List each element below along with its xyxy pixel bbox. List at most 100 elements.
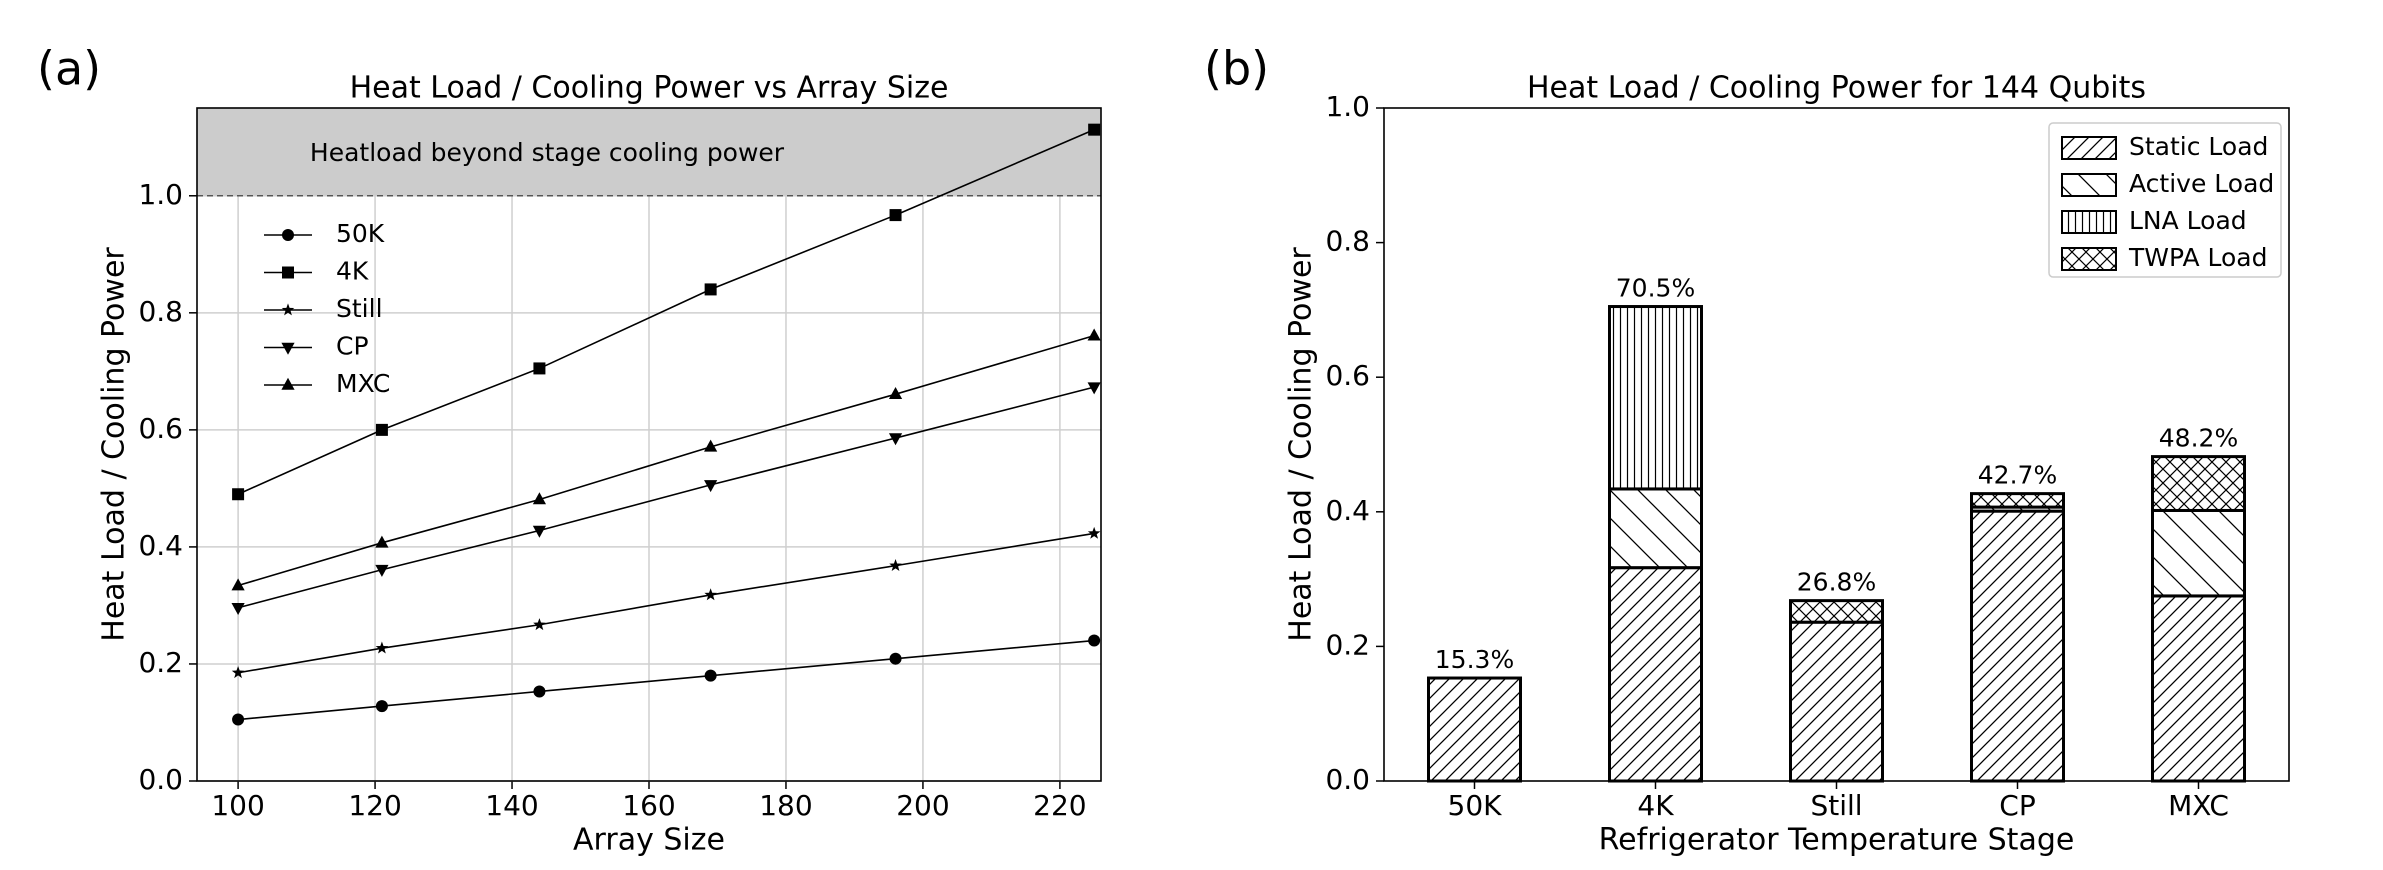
y-tick-label: 1.0 (138, 178, 183, 211)
x-tick-label: 160 (622, 789, 675, 822)
series-line (237, 386, 1095, 609)
data-point (231, 578, 245, 591)
panel-label: (a) (37, 42, 101, 96)
legend-swatch (2061, 136, 2117, 160)
data-point (231, 666, 245, 679)
value-label: 70.5% (1616, 274, 1695, 303)
x-tick-label: 120 (348, 789, 401, 822)
data-point (1087, 382, 1101, 395)
chart-title: Heat Load / Cooling Power for 144 Qubits (1527, 71, 2146, 106)
x-tick-label: 220 (1033, 789, 1086, 822)
y-tick-label: 0.8 (138, 295, 183, 328)
bar-segment (1608, 487, 1703, 570)
y-tick-label: 0.0 (1325, 763, 1370, 796)
legend-marker (281, 342, 295, 355)
data-point (533, 685, 546, 698)
legend-marker (282, 229, 294, 241)
bar-segment (1789, 599, 1884, 624)
bar-segment (1608, 305, 1703, 491)
legend-swatch (2061, 210, 2117, 234)
legend-label: MXC (336, 369, 390, 398)
x-tick-label: 50K (1448, 789, 1503, 822)
data-point (532, 492, 547, 505)
data-point (1088, 123, 1101, 136)
data-point (1087, 328, 1101, 341)
bar-segment (2151, 508, 2246, 598)
y-tick-label: 0.0 (138, 763, 183, 796)
series-line (237, 334, 1095, 587)
legend-marker (281, 377, 295, 390)
x-tick-label: 100 (211, 789, 264, 822)
y-tick-label: 0.2 (1325, 628, 1370, 661)
bar-segment (1970, 492, 2065, 509)
x-tick-label: 4K (1637, 789, 1674, 822)
legend-label: CP (336, 332, 369, 361)
x-tick-label: 140 (485, 789, 538, 822)
data-point (704, 283, 717, 296)
bar-segment (1427, 676, 1522, 783)
data-point (232, 488, 245, 501)
y-tick-label: 0.6 (138, 412, 183, 445)
data-point (889, 559, 902, 571)
x-tick-label: MXC (2168, 789, 2229, 822)
bar-segment (1789, 620, 1884, 783)
series-line (237, 128, 1095, 495)
data-point (375, 423, 388, 436)
data-point (375, 700, 388, 713)
threshold-region (197, 108, 1101, 196)
data-point (704, 439, 718, 452)
y-axis-label: Heat Load / Cooling Power (97, 247, 132, 642)
series-line (237, 532, 1095, 674)
legend-label: Active Load (2129, 169, 2274, 198)
legend-label: Still (336, 294, 383, 323)
bar-segment (2151, 594, 2246, 783)
legend-swatch (2061, 173, 2117, 197)
legend-marker (281, 303, 295, 316)
chart-title: Heat Load / Cooling Power vs Array Size (350, 71, 949, 106)
value-label: 42.7% (1978, 461, 2057, 490)
data-point (375, 641, 389, 654)
plot-frame (1383, 107, 2290, 782)
data-point (375, 535, 389, 548)
data-point (232, 713, 245, 726)
bar-segment (1608, 566, 1703, 783)
bar-segment (1970, 509, 2065, 783)
series-line (238, 639, 1095, 721)
bar-segment (2151, 455, 2246, 512)
y-axis-label: Heat Load / Cooling Power (1284, 247, 1319, 642)
y-tick-label: 0.4 (138, 529, 183, 562)
legend-marker (282, 266, 294, 279)
x-tick-label: Still (1810, 789, 1862, 822)
value-label: 15.3% (1435, 645, 1514, 674)
data-point (1088, 634, 1101, 647)
data-point (889, 652, 902, 665)
x-axis-label: Refrigerator Temperature Stage (1599, 823, 2075, 858)
y-tick-label: 0.4 (1325, 494, 1370, 527)
plot-frame (196, 107, 1102, 782)
x-axis-label: Array Size (573, 823, 725, 858)
legend-box (2048, 122, 2282, 278)
x-tick-label: 180 (759, 789, 812, 822)
y-tick-label: 0.2 (138, 646, 183, 679)
data-point (704, 588, 717, 601)
legend-label: 50K (336, 219, 385, 248)
data-point (375, 564, 389, 577)
data-point (533, 362, 546, 375)
data-point (704, 669, 717, 682)
panel-label: (b) (1204, 42, 1269, 96)
data-point (532, 525, 547, 538)
y-tick-label: 0.6 (1325, 359, 1370, 392)
legend-label: 4K (336, 257, 369, 286)
x-tick-label: 200 (896, 789, 949, 822)
data-point (1087, 526, 1101, 539)
legend-label: Static Load (2129, 132, 2268, 161)
data-point (704, 480, 718, 493)
y-tick-label: 0.8 (1325, 225, 1370, 258)
legend-label: TWPA Load (2128, 243, 2268, 272)
x-tick-label: CP (1999, 789, 2035, 822)
legend-swatch (2061, 247, 2117, 271)
data-point (533, 618, 546, 631)
value-label: 48.2% (2159, 424, 2238, 453)
